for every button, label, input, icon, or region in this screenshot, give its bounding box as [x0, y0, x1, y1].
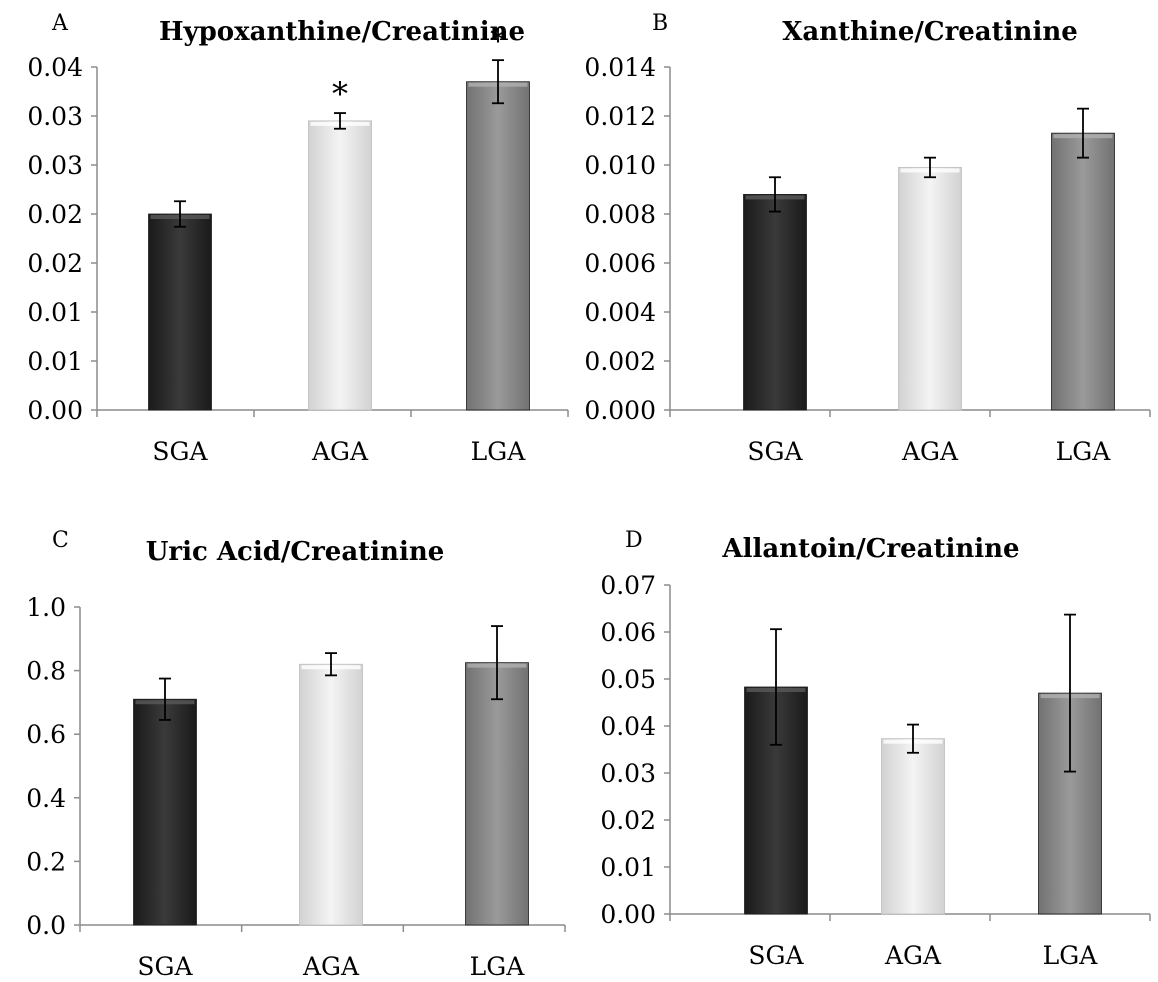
y-tick-label: 0.05 [600, 665, 656, 694]
panel-letter: A [51, 11, 69, 36]
panel-title: Allantoin/Creatinine [721, 534, 1019, 564]
y-tick-label: 0.8 [26, 657, 66, 686]
category-label-lga: LGA [471, 437, 527, 466]
panel-a: A Hypoxanthine/Creatinine 0.00 0.01 0.01 0.02… [27, 11, 569, 466]
bar-lga [465, 662, 529, 926]
significance-mark: * [490, 22, 506, 60]
y-tick-label: 0.010 [584, 151, 656, 180]
category-label-aga: AGA [884, 941, 942, 970]
y-tick-label: 0.00 [600, 900, 656, 929]
y-tick-label: 0.00 [27, 396, 83, 425]
panel-title: Xanthine/Creatinine [782, 17, 1078, 47]
category-label-lga: LGA [470, 952, 526, 981]
y-tick-label: 0.014 [584, 53, 656, 82]
y-tick-label: 0.06 [600, 618, 656, 647]
bar-sga [133, 698, 197, 926]
y-tick-label: 0.006 [584, 249, 656, 278]
y-tick-label: 0.012 [584, 102, 656, 131]
panel-d: D Allantoin/Creatinine 0.00 0.01 0.02 0.03 0.0… [600, 528, 1151, 970]
panel-b: B Xanthine/Creatinine 0.000 0.002 0.004 0.006… [584, 11, 1151, 466]
y-tick-label: 0.03 [600, 759, 656, 788]
y-tick-label: 0.04 [27, 53, 83, 82]
y-tick-label: 0.01 [27, 298, 83, 327]
bar-aga [898, 167, 962, 411]
y-tick-label: 0.000 [584, 396, 656, 425]
panel-title: Hypoxanthine/Creatinine [159, 17, 525, 47]
bar-lga [1051, 132, 1115, 411]
category-label-sga: SGA [137, 952, 193, 981]
y-tick-label: 0.02 [27, 249, 83, 278]
category-label-sga: SGA [747, 437, 803, 466]
y-tick-label: 0.2 [26, 847, 66, 876]
category-label-aga: AGA [311, 437, 369, 466]
y-tick-label: 0.008 [584, 200, 656, 229]
y-tick-label: 0.6 [26, 720, 66, 749]
category-label-lga: LGA [1043, 941, 1099, 970]
category-label-lga: LGA [1056, 437, 1112, 466]
y-tick-label: 0.004 [584, 298, 656, 327]
bar-aga [299, 663, 363, 926]
y-tick-label: 0.03 [27, 102, 83, 131]
y-tick-label: 1.0 [26, 593, 66, 622]
category-label-sga: SGA [748, 941, 804, 970]
y-tick-label: 0.02 [600, 806, 656, 835]
panel-letter: C [52, 528, 69, 553]
panel-c: C Uric Acid/Creatinine 0.0 0.2 0.4 0.6 0.8 1.0 S… [26, 528, 566, 981]
y-tick-label: 0.02 [27, 200, 83, 229]
y-tick-label: 0.04 [600, 712, 656, 741]
y-tick-label: 0.03 [27, 151, 83, 180]
bar-aga [881, 738, 945, 915]
panel-title: Uric Acid/Creatinine [146, 537, 445, 567]
y-tick-label: 0.01 [27, 347, 83, 376]
bar-aga [308, 120, 372, 411]
y-tick-label: 0.002 [584, 347, 656, 376]
significance-mark: * [332, 75, 348, 113]
bar-sga [743, 193, 807, 411]
category-label-aga: AGA [901, 437, 959, 466]
y-tick-label: 0.4 [26, 784, 66, 813]
category-label-sga: SGA [152, 437, 208, 466]
panel-letter: D [625, 528, 643, 553]
panel-letter: B [652, 11, 668, 36]
y-tick-label: 0.01 [600, 853, 656, 882]
bar-sga [148, 213, 212, 411]
category-label-aga: AGA [302, 952, 360, 981]
y-tick-label: 0.0 [26, 911, 66, 940]
bar-lga [466, 81, 530, 411]
y-tick-label: 0.07 [600, 571, 656, 600]
